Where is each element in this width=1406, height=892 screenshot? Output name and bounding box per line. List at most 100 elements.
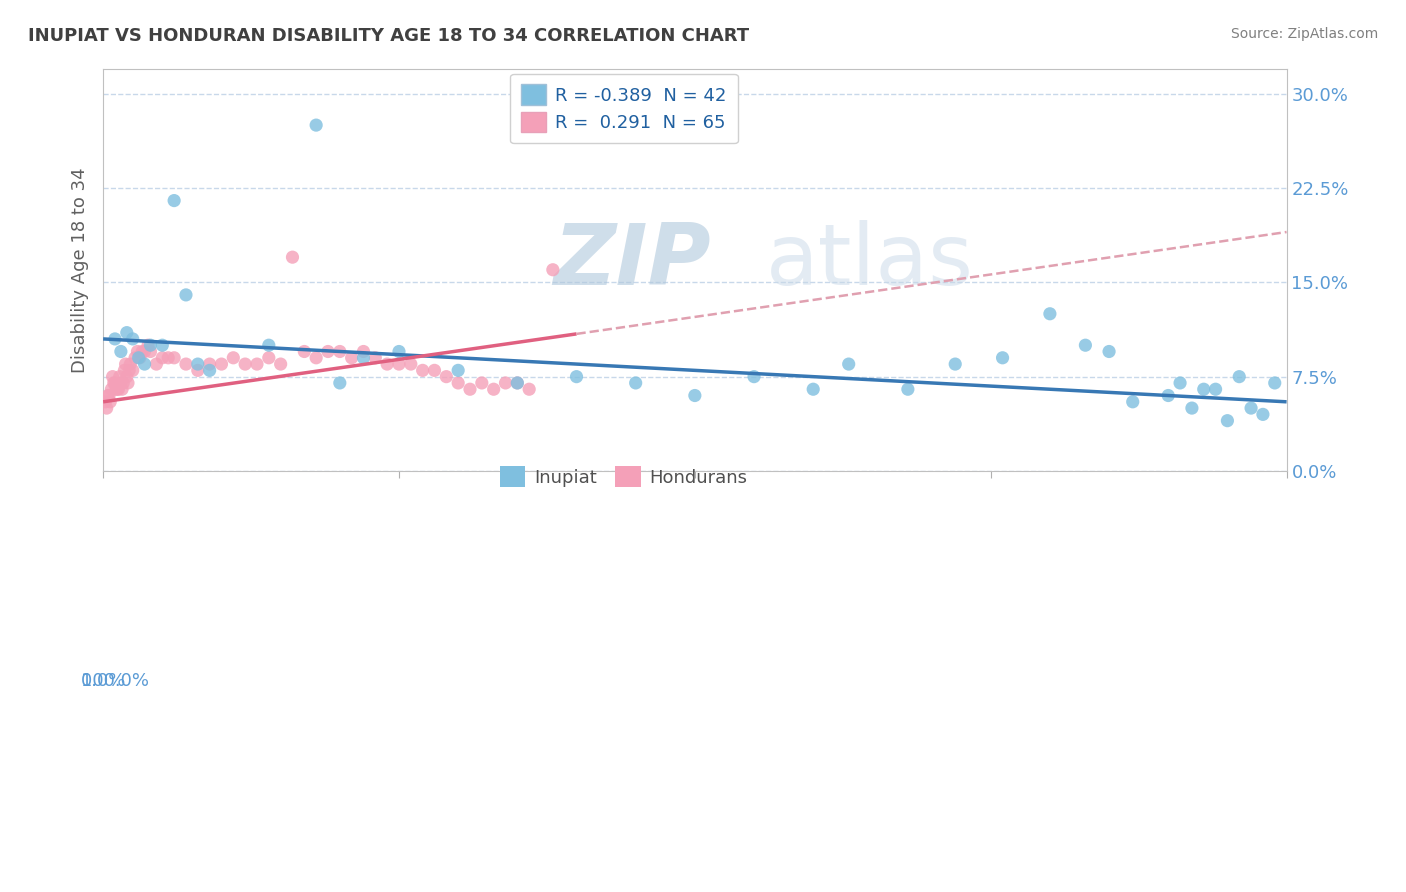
Point xyxy=(1227,369,1250,384)
Point xyxy=(838,357,860,371)
Text: ZIP: ZIP xyxy=(553,220,710,303)
Point xyxy=(257,338,280,352)
Point xyxy=(742,369,765,384)
Point xyxy=(98,394,121,409)
Text: atlas: atlas xyxy=(766,220,974,303)
Point xyxy=(211,357,233,371)
Point xyxy=(683,388,706,402)
Point xyxy=(388,344,411,359)
Point xyxy=(565,369,588,384)
Point xyxy=(105,382,128,396)
Point xyxy=(108,369,131,384)
Point xyxy=(118,363,141,377)
Point xyxy=(98,388,121,402)
Point xyxy=(121,332,143,346)
Point xyxy=(134,344,156,359)
Point xyxy=(128,351,150,365)
Point xyxy=(115,326,138,340)
Point xyxy=(1098,344,1121,359)
Point xyxy=(128,351,150,365)
Point xyxy=(517,382,540,396)
Point xyxy=(174,357,197,371)
Point xyxy=(388,357,411,371)
Point xyxy=(1122,394,1144,409)
Point xyxy=(1205,382,1227,396)
Point xyxy=(198,363,221,377)
Point xyxy=(399,357,422,371)
Point xyxy=(157,351,180,365)
Point xyxy=(104,376,127,390)
Point xyxy=(316,344,339,359)
Point xyxy=(1039,307,1062,321)
Point xyxy=(105,382,128,396)
Point xyxy=(233,357,256,371)
Point xyxy=(292,344,315,359)
Point xyxy=(127,344,149,359)
Point xyxy=(187,357,209,371)
Point xyxy=(1192,382,1215,396)
Point xyxy=(115,369,138,384)
Point xyxy=(329,376,352,390)
Point xyxy=(340,351,363,365)
Point xyxy=(434,369,457,384)
Legend: Inupiat, Hondurans: Inupiat, Hondurans xyxy=(494,458,755,494)
Point xyxy=(103,376,125,390)
Point xyxy=(447,363,470,377)
Point xyxy=(1264,376,1286,390)
Point xyxy=(1074,338,1097,352)
Point xyxy=(246,357,269,371)
Point xyxy=(120,357,142,371)
Point xyxy=(423,363,446,377)
Point xyxy=(257,351,280,365)
Point xyxy=(991,351,1014,365)
Point xyxy=(100,382,122,396)
Point xyxy=(187,363,209,377)
Point xyxy=(471,376,494,390)
Point xyxy=(139,344,162,359)
Point xyxy=(801,382,824,396)
Point xyxy=(305,351,328,365)
Point xyxy=(104,332,127,346)
Point xyxy=(495,376,517,390)
Point xyxy=(1216,414,1239,428)
Point xyxy=(506,376,529,390)
Point xyxy=(353,344,375,359)
Point xyxy=(482,382,505,396)
Point xyxy=(353,351,375,365)
Point xyxy=(112,376,135,390)
Point xyxy=(124,351,146,365)
Point xyxy=(107,382,129,396)
Point xyxy=(145,357,167,371)
Point xyxy=(94,394,117,409)
Point xyxy=(134,357,156,371)
Text: 100.0%: 100.0% xyxy=(82,673,149,690)
Point xyxy=(624,376,647,390)
Point xyxy=(458,382,481,396)
Point xyxy=(1251,408,1274,422)
Point xyxy=(1181,401,1204,416)
Point xyxy=(305,118,328,132)
Point xyxy=(114,357,136,371)
Point xyxy=(375,357,398,371)
Point xyxy=(412,363,434,377)
Text: Source: ZipAtlas.com: Source: ZipAtlas.com xyxy=(1230,27,1378,41)
Point xyxy=(329,344,352,359)
Text: INUPIAT VS HONDURAN DISABILITY AGE 18 TO 34 CORRELATION CHART: INUPIAT VS HONDURAN DISABILITY AGE 18 TO… xyxy=(28,27,749,45)
Point xyxy=(150,351,173,365)
Point xyxy=(163,194,186,208)
Point xyxy=(270,357,292,371)
Point xyxy=(117,376,139,390)
Point xyxy=(1240,401,1263,416)
Y-axis label: Disability Age 18 to 34: Disability Age 18 to 34 xyxy=(72,167,89,373)
Point xyxy=(174,288,197,302)
Point xyxy=(1157,388,1180,402)
Point xyxy=(139,338,162,352)
Point xyxy=(163,351,186,365)
Point xyxy=(447,376,470,390)
Point xyxy=(131,344,153,359)
Point xyxy=(364,351,387,365)
Point xyxy=(96,401,118,416)
Point xyxy=(150,338,173,352)
Point xyxy=(1168,376,1191,390)
Point xyxy=(97,388,120,402)
